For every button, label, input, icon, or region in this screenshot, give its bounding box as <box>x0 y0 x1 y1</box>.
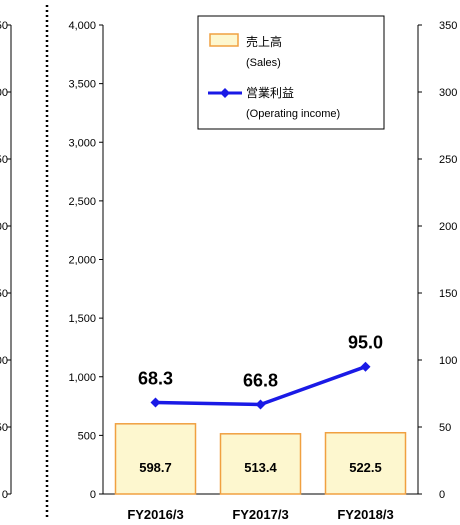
x-tick-label: FY2017/3 <box>232 507 288 522</box>
line-value-label: 66.8 <box>243 370 278 390</box>
x-tick-label: FY2016/3 <box>127 507 183 522</box>
left-tick-label: 500 <box>78 430 96 442</box>
bar-FY2018/3 <box>324 431 407 495</box>
left-tick-label: 2,500 <box>68 196 96 208</box>
far-left-tick-label: 300 <box>0 87 8 99</box>
far-left-tick-label: 50 <box>0 422 8 434</box>
right-tick-label: 0 <box>439 489 445 501</box>
far-left-tick-label: 0 <box>2 489 8 501</box>
right-tick-label: 350 <box>439 20 457 32</box>
line-point-marker <box>150 397 161 408</box>
bar-FY2017/3 <box>219 433 302 495</box>
far-left-tick-label: 350 <box>0 20 8 32</box>
line-point-marker <box>255 399 266 410</box>
bar-FY2016/3 <box>114 423 197 495</box>
left-tick-label: 3,000 <box>68 137 96 149</box>
left-tick-label: 1,500 <box>68 313 96 325</box>
right-tick-label: 50 <box>439 422 451 434</box>
x-tick-label: FY2018/3 <box>337 507 393 522</box>
right-tick-label: 100 <box>439 355 457 367</box>
line-value-label: 95.0 <box>348 333 383 353</box>
left-tick-label: 2,000 <box>68 255 96 267</box>
line-point-marker <box>360 361 371 372</box>
legend-label-income: 営業利益 <box>246 86 294 100</box>
legend-label-sales: 売上高 <box>246 34 282 49</box>
left-tick-label: 0 <box>90 489 96 501</box>
bar-value-label: 522.5 <box>349 460 382 475</box>
left-tick-label: 4,000 <box>68 20 96 32</box>
left-tick-label: 1,000 <box>68 372 96 384</box>
right-tick-label: 150 <box>439 288 457 300</box>
left-tick-label: 3,500 <box>68 79 96 91</box>
right-tick-label: 250 <box>439 154 457 166</box>
far-left-tick-label: 250 <box>0 154 8 166</box>
legend-sublabel-income: (Operating income) <box>246 108 340 120</box>
right-tick-label: 200 <box>439 221 457 233</box>
bar-value-label: 513.4 <box>244 460 277 475</box>
legend-swatch-income-marker <box>220 88 230 98</box>
far-left-tick-label: 150 <box>0 288 8 300</box>
far-left-tick-label: 100 <box>0 355 8 367</box>
right-tick-label: 300 <box>439 87 457 99</box>
bar-value-label: 598.7 <box>139 460 172 475</box>
far-left-tick-label: 200 <box>0 221 8 233</box>
legend-sublabel-sales: (Sales) <box>246 57 281 69</box>
legend-swatch-sales <box>209 33 239 47</box>
line-value-label: 68.3 <box>138 368 173 388</box>
